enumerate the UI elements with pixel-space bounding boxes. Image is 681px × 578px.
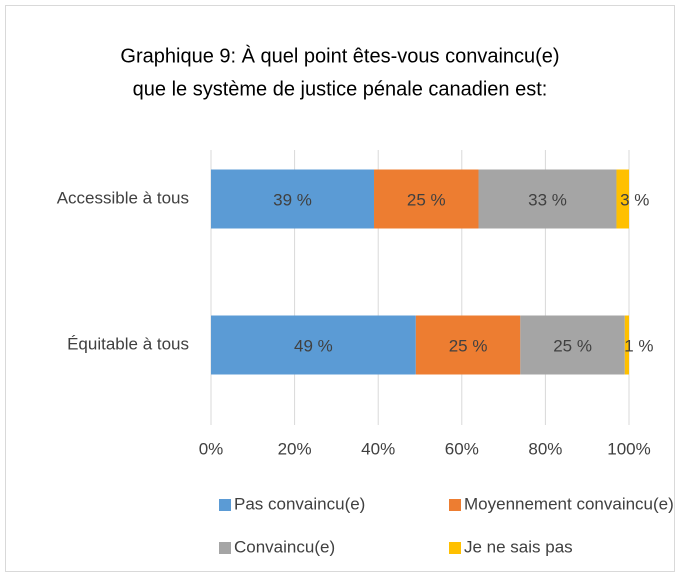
- legend-label: Convaincu(e): [234, 537, 335, 556]
- x-tick-label: 20%: [278, 439, 312, 458]
- data-label: 49 %: [294, 336, 333, 355]
- bar-segment: [520, 315, 625, 375]
- legend-swatch: [219, 499, 231, 511]
- bar-segment: [415, 315, 521, 375]
- data-label: 3 %: [620, 190, 649, 209]
- legend-swatch: [219, 542, 231, 554]
- legend-label: Moyennement convaincu(e): [464, 494, 674, 513]
- legend-swatch: [449, 499, 461, 511]
- bar-segment: [616, 169, 629, 229]
- x-tick-label: 40%: [361, 439, 395, 458]
- data-label: 39 %: [273, 190, 312, 209]
- chart-title: que le système de justice pénale canadie…: [133, 78, 548, 100]
- y-tick-label: Accessible à tous: [57, 188, 189, 207]
- data-label: 25 %: [407, 190, 446, 209]
- bar-segment: [211, 169, 375, 229]
- bar-segment: [624, 315, 629, 375]
- chart-title: Graphique 9: À quel point êtes-vous conv…: [120, 44, 559, 67]
- x-tick-label: 80%: [528, 439, 562, 458]
- data-label: 1 %: [624, 336, 653, 355]
- bar-segment: [374, 169, 479, 229]
- data-label: 33 %: [528, 190, 567, 209]
- legend-label: Je ne sais pas: [464, 537, 573, 556]
- data-label: 25 %: [553, 336, 592, 355]
- y-tick-label: Équitable à tous: [67, 334, 189, 353]
- bar-segment: [211, 315, 416, 375]
- data-label: 25 %: [449, 336, 488, 355]
- x-tick-label: 100%: [607, 439, 650, 458]
- x-tick-label: 60%: [445, 439, 479, 458]
- legend-swatch: [449, 542, 461, 554]
- x-tick-label: 0%: [199, 439, 224, 458]
- chart-border: [5, 5, 675, 572]
- bar-segment: [478, 169, 617, 229]
- legend-label: Pas convaincu(e): [234, 494, 365, 513]
